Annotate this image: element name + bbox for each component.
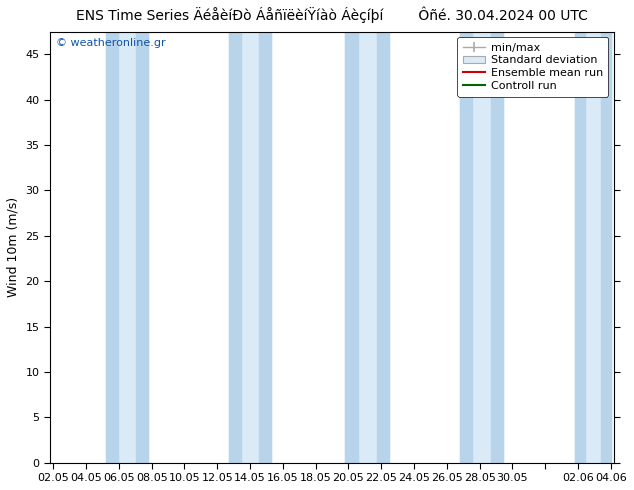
Bar <box>136 31 148 463</box>
Bar <box>259 31 271 463</box>
Y-axis label: Wind 10m (m/s): Wind 10m (m/s) <box>7 197 20 297</box>
Text: © weatheronline.gr: © weatheronline.gr <box>56 38 165 48</box>
Bar <box>345 31 389 463</box>
Bar <box>574 31 611 463</box>
Bar <box>460 31 503 463</box>
Title: ENS Time Series ÄéåèíÐò ÁåñïëèíŸíàò Áèçíþí        Ôñé. 30.04.2024 00 UTC: ENS Time Series ÄéåèíÐò ÁåñïëèíŸíàò Áèçí… <box>76 7 588 24</box>
Bar <box>377 31 389 463</box>
Bar <box>229 31 241 463</box>
Bar <box>106 31 118 463</box>
Bar <box>229 31 271 463</box>
Bar <box>345 31 358 463</box>
Legend: min/max, Standard deviation, Ensemble mean run, Controll run: min/max, Standard deviation, Ensemble me… <box>457 37 609 97</box>
Bar <box>574 31 585 463</box>
Bar <box>460 31 472 463</box>
Bar <box>600 31 611 463</box>
Bar <box>106 31 148 463</box>
Bar <box>491 31 503 463</box>
